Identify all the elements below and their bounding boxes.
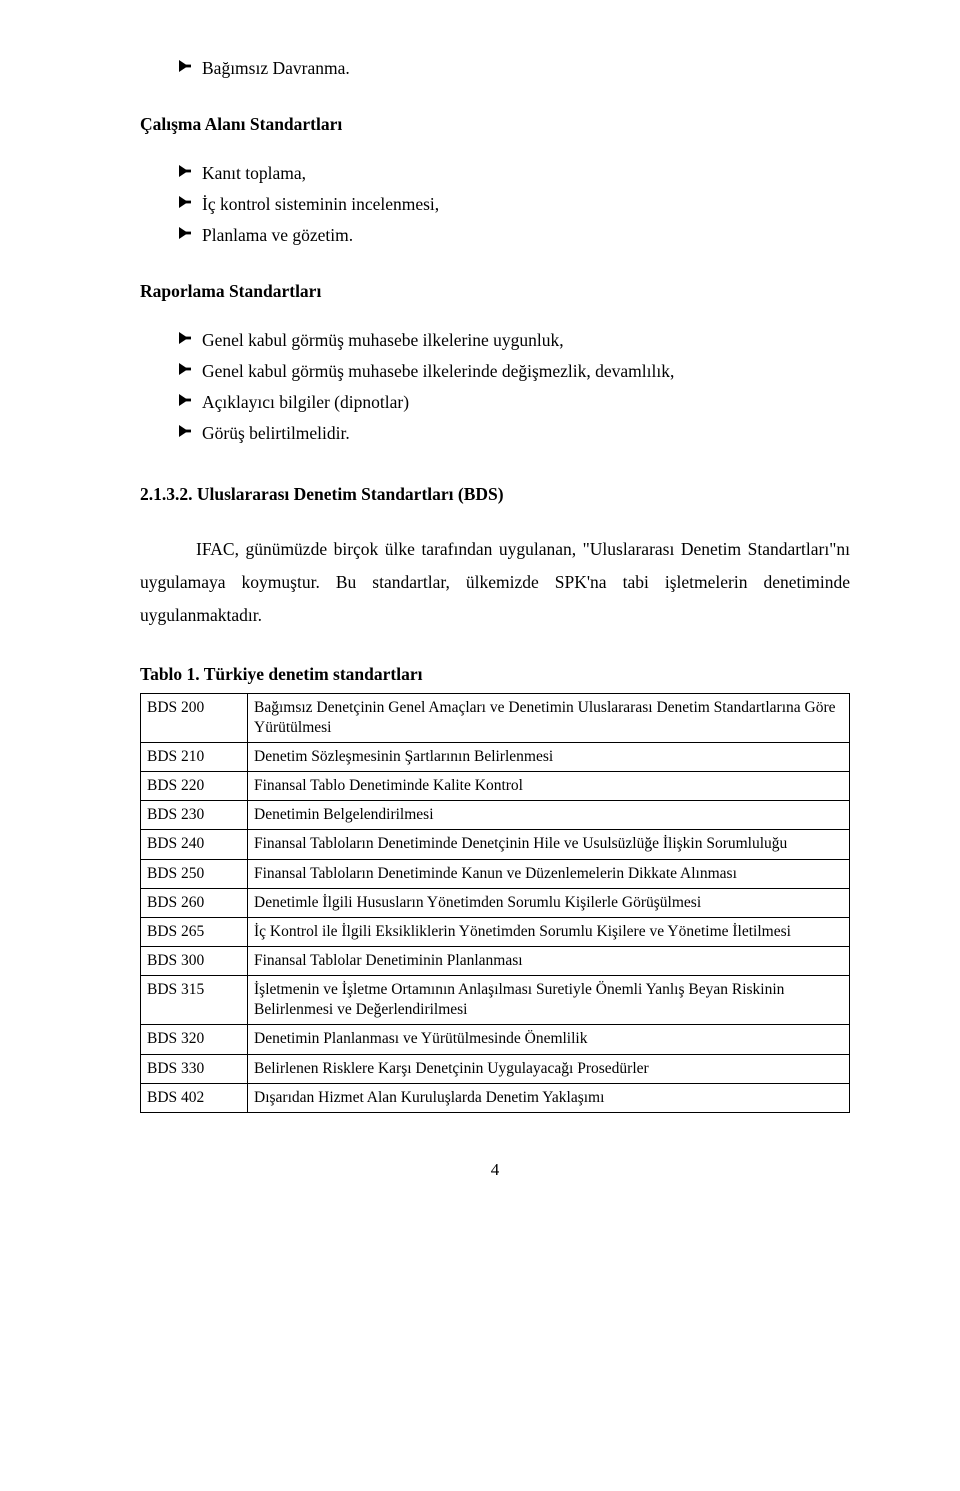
table-caption: Tablo 1. Türkiye denetim standartları <box>140 661 850 687</box>
arrow-right-icon <box>178 331 192 345</box>
list-item-text: Planlama ve gözetim. <box>202 222 850 248</box>
arrow-right-icon <box>178 424 192 438</box>
list-item-text: Görüş belirtilmelidir. <box>202 420 850 446</box>
body-paragraph: IFAC, günümüzde birçok ülke tarafından u… <box>140 533 850 633</box>
cell-desc: Belirlenen Risklere Karşı Denetçinin Uyg… <box>248 1054 850 1083</box>
table-row: BDS 210 Denetim Sözleşmesinin Şartlarını… <box>141 743 850 772</box>
list-item: Kanıt toplama, <box>140 160 850 186</box>
cell-code: BDS 230 <box>141 801 248 830</box>
raporlama-bullet-block: Genel kabul görmüş muhasebe ilkelerine u… <box>140 327 850 447</box>
cell-desc: Bağımsız Denetçinin Genel Amaçları ve De… <box>248 693 850 742</box>
cell-code: BDS 240 <box>141 830 248 859</box>
cell-desc: İç Kontrol ile İlgili Eksikliklerin Yöne… <box>248 917 850 946</box>
table-row: BDS 402 Dışarıdan Hizmet Alan Kuruluşlar… <box>141 1083 850 1112</box>
table-row: BDS 220 Finansal Tablo Denetiminde Kalit… <box>141 772 850 801</box>
cell-code: BDS 265 <box>141 917 248 946</box>
heading-raporlama: Raporlama Standartları <box>140 278 850 304</box>
arrow-right-icon <box>178 195 192 209</box>
page-number: 4 <box>140 1157 850 1183</box>
list-item: İç kontrol sisteminin incelenmesi, <box>140 191 850 217</box>
standards-table: BDS 200 Bağımsız Denetçinin Genel Amaçla… <box>140 693 850 1113</box>
cell-code: BDS 300 <box>141 947 248 976</box>
cell-code: BDS 320 <box>141 1025 248 1054</box>
table-row: BDS 230 Denetimin Belgelendirilmesi <box>141 801 850 830</box>
calisma-bullet-block: Kanıt toplama, İç kontrol sisteminin inc… <box>140 160 850 249</box>
list-item-text: İç kontrol sisteminin incelenmesi, <box>202 191 850 217</box>
list-item: Genel kabul görmüş muhasebe ilkelerinde … <box>140 358 850 384</box>
table-row: BDS 250 Finansal Tabloların Denetiminde … <box>141 859 850 888</box>
table-row: BDS 200 Bağımsız Denetçinin Genel Amaçla… <box>141 693 850 742</box>
table-row: BDS 320 Denetimin Planlanması ve Yürütül… <box>141 1025 850 1054</box>
cell-desc: Denetimin Belgelendirilmesi <box>248 801 850 830</box>
list-item-text: Genel kabul görmüş muhasebe ilkelerinde … <box>202 358 850 384</box>
arrow-right-icon <box>178 59 192 73</box>
cell-desc: Finansal Tablolar Denetiminin Planlanmas… <box>248 947 850 976</box>
list-item-text: Açıklayıcı bilgiler (dipnotlar) <box>202 389 850 415</box>
cell-code: BDS 330 <box>141 1054 248 1083</box>
list-item: Açıklayıcı bilgiler (dipnotlar) <box>140 389 850 415</box>
table-row: BDS 315 İşletmenin ve İşletme Ortamının … <box>141 976 850 1025</box>
list-item-text: Bağımsız Davranma. <box>202 55 850 81</box>
list-item: Görüş belirtilmelidir. <box>140 420 850 446</box>
cell-desc: Finansal Tablo Denetiminde Kalite Kontro… <box>248 772 850 801</box>
table-row: BDS 260 Denetimle İlgili Hususların Yöne… <box>141 888 850 917</box>
cell-desc: Denetim Sözleşmesinin Şartlarının Belirl… <box>248 743 850 772</box>
cell-desc: İşletmenin ve İşletme Ortamının Anlaşılm… <box>248 976 850 1025</box>
arrow-right-icon <box>178 362 192 376</box>
cell-desc: Finansal Tabloların Denetiminde Kanun ve… <box>248 859 850 888</box>
cell-code: BDS 402 <box>141 1083 248 1112</box>
cell-code: BDS 220 <box>141 772 248 801</box>
table-row: BDS 265 İç Kontrol ile İlgili Eksiklikle… <box>141 917 850 946</box>
arrow-right-icon <box>178 393 192 407</box>
cell-desc: Denetimle İlgili Hususların Yönetimden S… <box>248 888 850 917</box>
list-item: Bağımsız Davranma. <box>140 55 850 81</box>
arrow-right-icon <box>178 226 192 240</box>
table-row: BDS 330 Belirlenen Risklere Karşı Denetç… <box>141 1054 850 1083</box>
table-row: BDS 300 Finansal Tablolar Denetiminin Pl… <box>141 947 850 976</box>
list-item: Planlama ve gözetim. <box>140 222 850 248</box>
cell-desc: Dışarıdan Hizmet Alan Kuruluşlarda Denet… <box>248 1083 850 1112</box>
arrow-right-icon <box>178 164 192 178</box>
cell-desc: Finansal Tabloların Denetiminde Denetçin… <box>248 830 850 859</box>
list-item-text: Genel kabul görmüş muhasebe ilkelerine u… <box>202 327 850 353</box>
document-page: Bağımsız Davranma. Çalışma Alanı Standar… <box>0 0 960 1222</box>
table-row: BDS 240 Finansal Tabloların Denetiminde … <box>141 830 850 859</box>
heading-2132: 2.1.3.2. Uluslararası Denetim Standartla… <box>140 481 850 507</box>
cell-code: BDS 315 <box>141 976 248 1025</box>
list-item: Genel kabul görmüş muhasebe ilkelerine u… <box>140 327 850 353</box>
heading-calisma: Çalışma Alanı Standartları <box>140 111 850 137</box>
cell-desc: Denetimin Planlanması ve Yürütülmesinde … <box>248 1025 850 1054</box>
cell-code: BDS 200 <box>141 693 248 742</box>
cell-code: BDS 210 <box>141 743 248 772</box>
cell-code: BDS 250 <box>141 859 248 888</box>
list-item-text: Kanıt toplama, <box>202 160 850 186</box>
cell-code: BDS 260 <box>141 888 248 917</box>
top-bullet-block: Bağımsız Davranma. <box>140 55 850 81</box>
